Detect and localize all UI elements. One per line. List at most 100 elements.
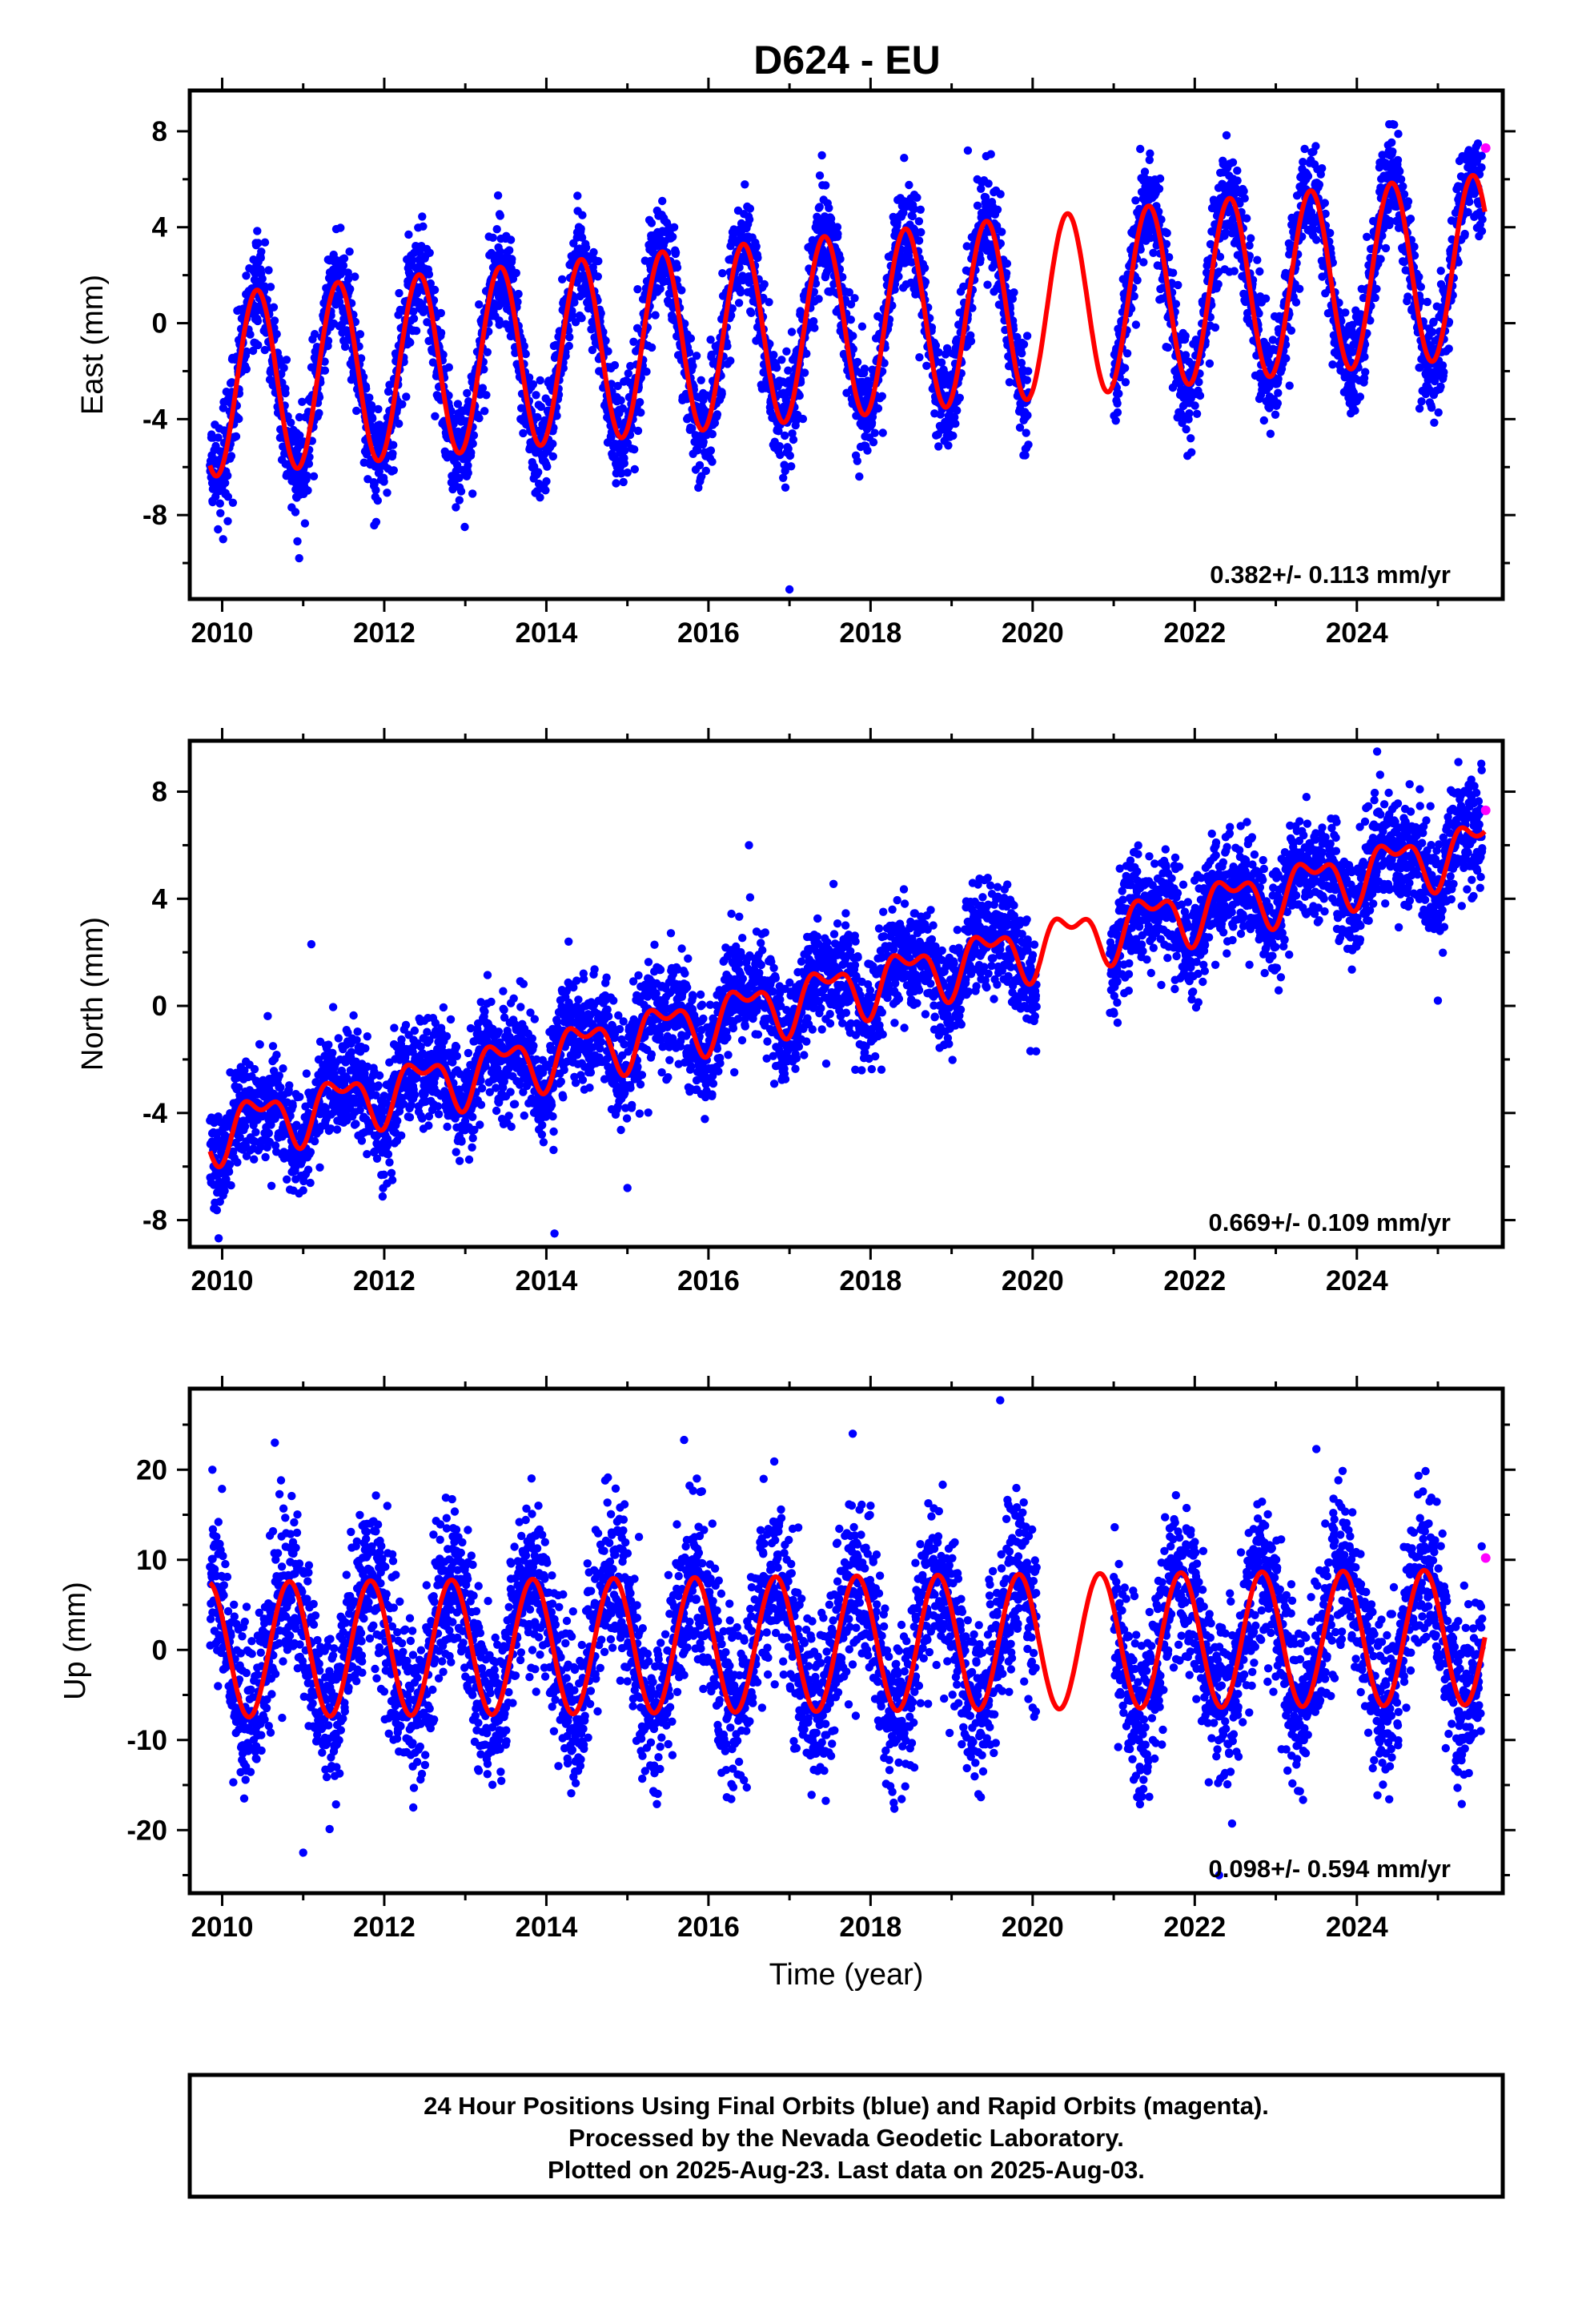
east-point bbox=[561, 352, 570, 360]
east-point bbox=[1271, 410, 1280, 419]
east-point bbox=[298, 397, 307, 406]
east-point bbox=[425, 248, 434, 257]
east-point bbox=[231, 432, 241, 441]
east-point bbox=[1428, 328, 1437, 336]
figure-title: D624 - EU bbox=[753, 38, 940, 82]
east-point bbox=[242, 364, 251, 374]
east-point bbox=[1355, 392, 1365, 401]
east-point bbox=[955, 393, 965, 402]
east-point bbox=[548, 452, 557, 461]
east-point bbox=[1182, 424, 1191, 434]
east-point bbox=[781, 431, 789, 440]
east-point bbox=[257, 247, 266, 256]
north-point bbox=[255, 1040, 264, 1049]
east-point bbox=[315, 408, 323, 418]
east-point bbox=[916, 205, 926, 214]
east-point bbox=[1436, 382, 1445, 391]
east-point bbox=[877, 392, 887, 400]
east-point bbox=[309, 472, 319, 480]
east-point bbox=[283, 412, 292, 421]
east-point bbox=[1393, 155, 1403, 165]
east-point bbox=[216, 509, 225, 517]
east-point bbox=[576, 224, 585, 233]
east-point bbox=[467, 448, 476, 457]
east-point bbox=[1133, 275, 1142, 285]
east-point bbox=[1311, 142, 1320, 151]
north-point bbox=[214, 1234, 223, 1243]
east-point bbox=[406, 338, 415, 347]
east-point bbox=[825, 203, 833, 212]
east-point bbox=[1285, 381, 1294, 390]
east-point bbox=[996, 190, 1005, 199]
east-point bbox=[346, 284, 355, 294]
east-point bbox=[1121, 378, 1130, 387]
east-point bbox=[623, 468, 632, 477]
east-point bbox=[613, 381, 622, 391]
east-point bbox=[604, 347, 612, 356]
east-point bbox=[496, 211, 504, 220]
east-point bbox=[571, 318, 580, 327]
east-point bbox=[777, 356, 786, 364]
east-point bbox=[1122, 349, 1132, 358]
east-point bbox=[998, 227, 1006, 236]
east-point bbox=[922, 361, 931, 370]
east-point bbox=[468, 439, 477, 448]
east-outlier-point bbox=[295, 553, 303, 563]
east-point bbox=[565, 332, 574, 342]
east-point bbox=[505, 246, 514, 255]
east-point bbox=[343, 268, 352, 277]
east-point bbox=[293, 537, 302, 546]
east-point bbox=[787, 328, 797, 336]
east-point bbox=[1222, 131, 1231, 140]
east-point bbox=[708, 429, 717, 439]
east-point bbox=[1261, 294, 1271, 303]
east-point bbox=[223, 493, 232, 501]
east-point bbox=[1187, 448, 1196, 456]
east-point bbox=[1154, 184, 1164, 193]
east-point bbox=[697, 376, 705, 384]
east-point bbox=[260, 282, 269, 291]
east-point bbox=[944, 441, 953, 450]
east-point bbox=[1423, 297, 1432, 307]
east-point bbox=[1320, 199, 1330, 207]
east-point bbox=[894, 272, 903, 281]
east-point bbox=[409, 314, 419, 323]
east-point bbox=[430, 285, 440, 295]
east-point bbox=[779, 473, 788, 482]
east-point bbox=[855, 472, 864, 481]
east-point bbox=[1247, 234, 1255, 243]
east-point bbox=[601, 336, 610, 345]
east-point bbox=[227, 378, 236, 387]
east-point bbox=[452, 503, 460, 512]
east-point bbox=[686, 334, 696, 343]
east-point bbox=[1351, 406, 1359, 415]
east-point bbox=[534, 468, 543, 476]
east-point bbox=[1395, 167, 1404, 176]
east-point bbox=[480, 365, 488, 374]
east-point bbox=[383, 489, 391, 497]
east-point bbox=[279, 364, 288, 372]
east-point bbox=[1131, 320, 1141, 329]
east-point bbox=[1181, 332, 1190, 340]
east-point bbox=[1243, 214, 1251, 223]
east-point bbox=[1390, 120, 1399, 129]
east-point bbox=[439, 350, 448, 360]
east-point bbox=[785, 451, 794, 460]
north-marks bbox=[206, 747, 1491, 1243]
east-point bbox=[1214, 279, 1223, 289]
east-point bbox=[1287, 326, 1296, 335]
east-point bbox=[246, 330, 255, 339]
east-point bbox=[254, 239, 263, 247]
east-point bbox=[701, 466, 710, 476]
east-point bbox=[282, 356, 291, 364]
north-point bbox=[224, 1168, 234, 1176]
east-point bbox=[873, 404, 883, 413]
east-point bbox=[850, 294, 859, 303]
east-point bbox=[760, 279, 769, 289]
east-point bbox=[409, 307, 418, 316]
east-point bbox=[789, 435, 798, 444]
east-point bbox=[1399, 182, 1407, 191]
east-point bbox=[1169, 268, 1178, 277]
east-point bbox=[558, 275, 567, 283]
east-point bbox=[1473, 139, 1483, 148]
